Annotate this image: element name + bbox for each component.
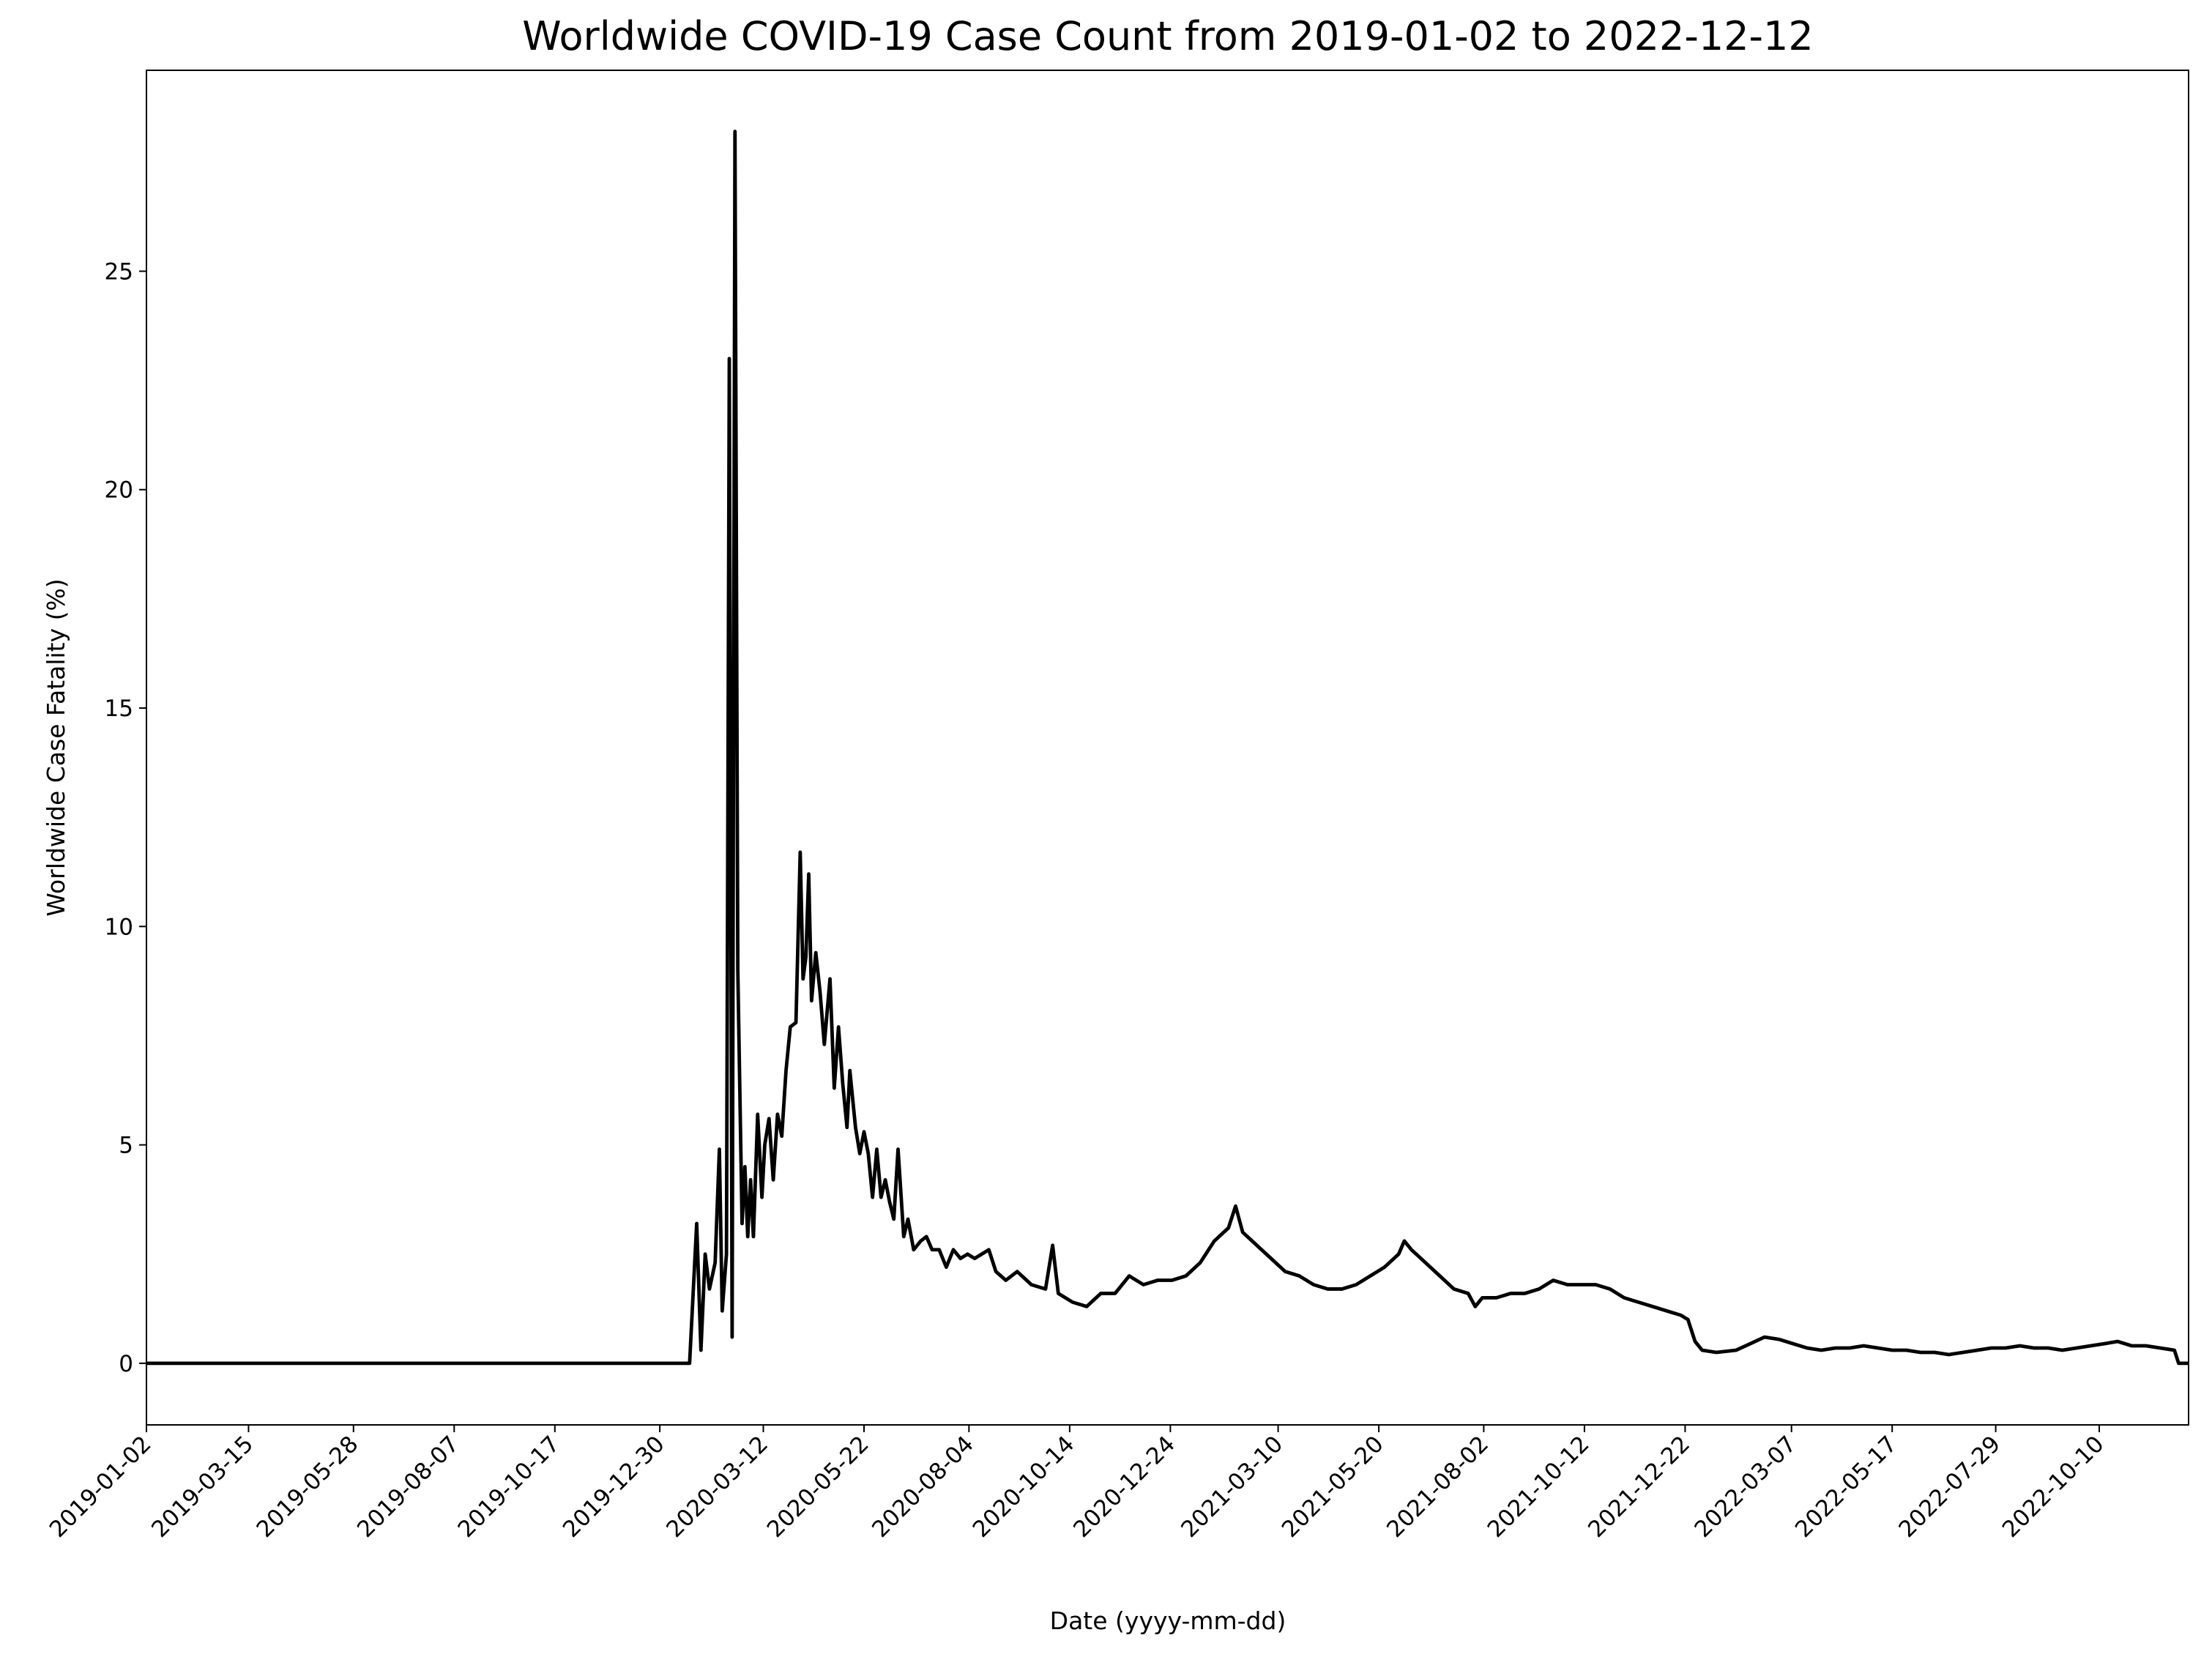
plot-frame (146, 70, 2189, 1426)
y-tick-label: 25 (105, 258, 133, 285)
y-tick-label: 5 (119, 1133, 133, 1159)
chart-title: Worldwide COVID-19 Case Count from 2019-… (522, 13, 1814, 59)
y-tick-label: 20 (105, 477, 133, 504)
y-tick-label: 15 (105, 696, 133, 722)
x-axis-label: Date (yyyy-mm-dd) (1050, 1606, 1286, 1635)
data-line (146, 130, 2189, 1366)
y-tick-label: 10 (105, 914, 133, 940)
y-tick-label: 0 (119, 1351, 133, 1377)
y-axis-label: Worldwide Case Fatality (%) (42, 578, 70, 916)
